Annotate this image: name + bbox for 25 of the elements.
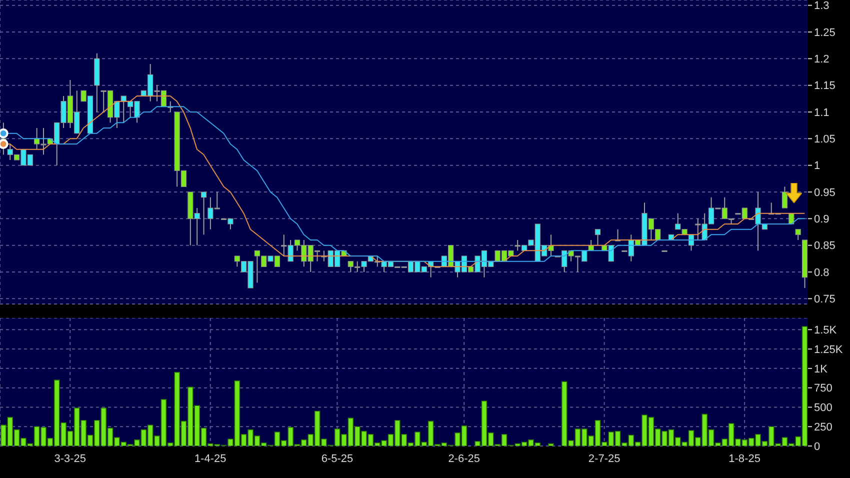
y-tick-label: 1K — [814, 363, 828, 376]
x-tick-label: 2-6-25 — [448, 452, 480, 465]
y-tick-label: 1.25K — [814, 344, 844, 356]
y-tick-label: 0 — [814, 440, 820, 453]
x-tick-label: 1-4-25 — [194, 452, 226, 465]
y-tick-label: 1.1 — [814, 106, 830, 119]
x-tick-label: 1-8-25 — [728, 452, 760, 465]
y-tick-label: 0.8 — [814, 266, 830, 279]
y-tick-label: 0.75 — [814, 294, 836, 306]
y-tick-label: 250 — [814, 422, 832, 434]
x-tick-label: 2-7-25 — [588, 452, 620, 465]
y-tick-label: 1.2 — [814, 54, 830, 66]
x-tick-label: 6-5-25 — [321, 452, 354, 465]
x-tick-label: 3-3-25 — [54, 452, 86, 465]
y-tick-label: 1.15 — [814, 80, 836, 92]
y-tick-label: 0.85 — [814, 240, 836, 252]
y-tick-label: 1 — [814, 160, 820, 172]
y-tick-label: 1.25 — [814, 26, 836, 39]
y-tick-label: 750 — [814, 382, 832, 395]
y-tick-label: 500 — [814, 402, 832, 414]
y-tick-label: 1.5K — [814, 324, 838, 337]
y-tick-label: 1.3 — [814, 0, 830, 12]
y-tick-label: 1.05 — [814, 134, 836, 146]
y-tick-label: 0.9 — [814, 214, 830, 226]
y-tick-label: 0.95 — [814, 186, 836, 199]
